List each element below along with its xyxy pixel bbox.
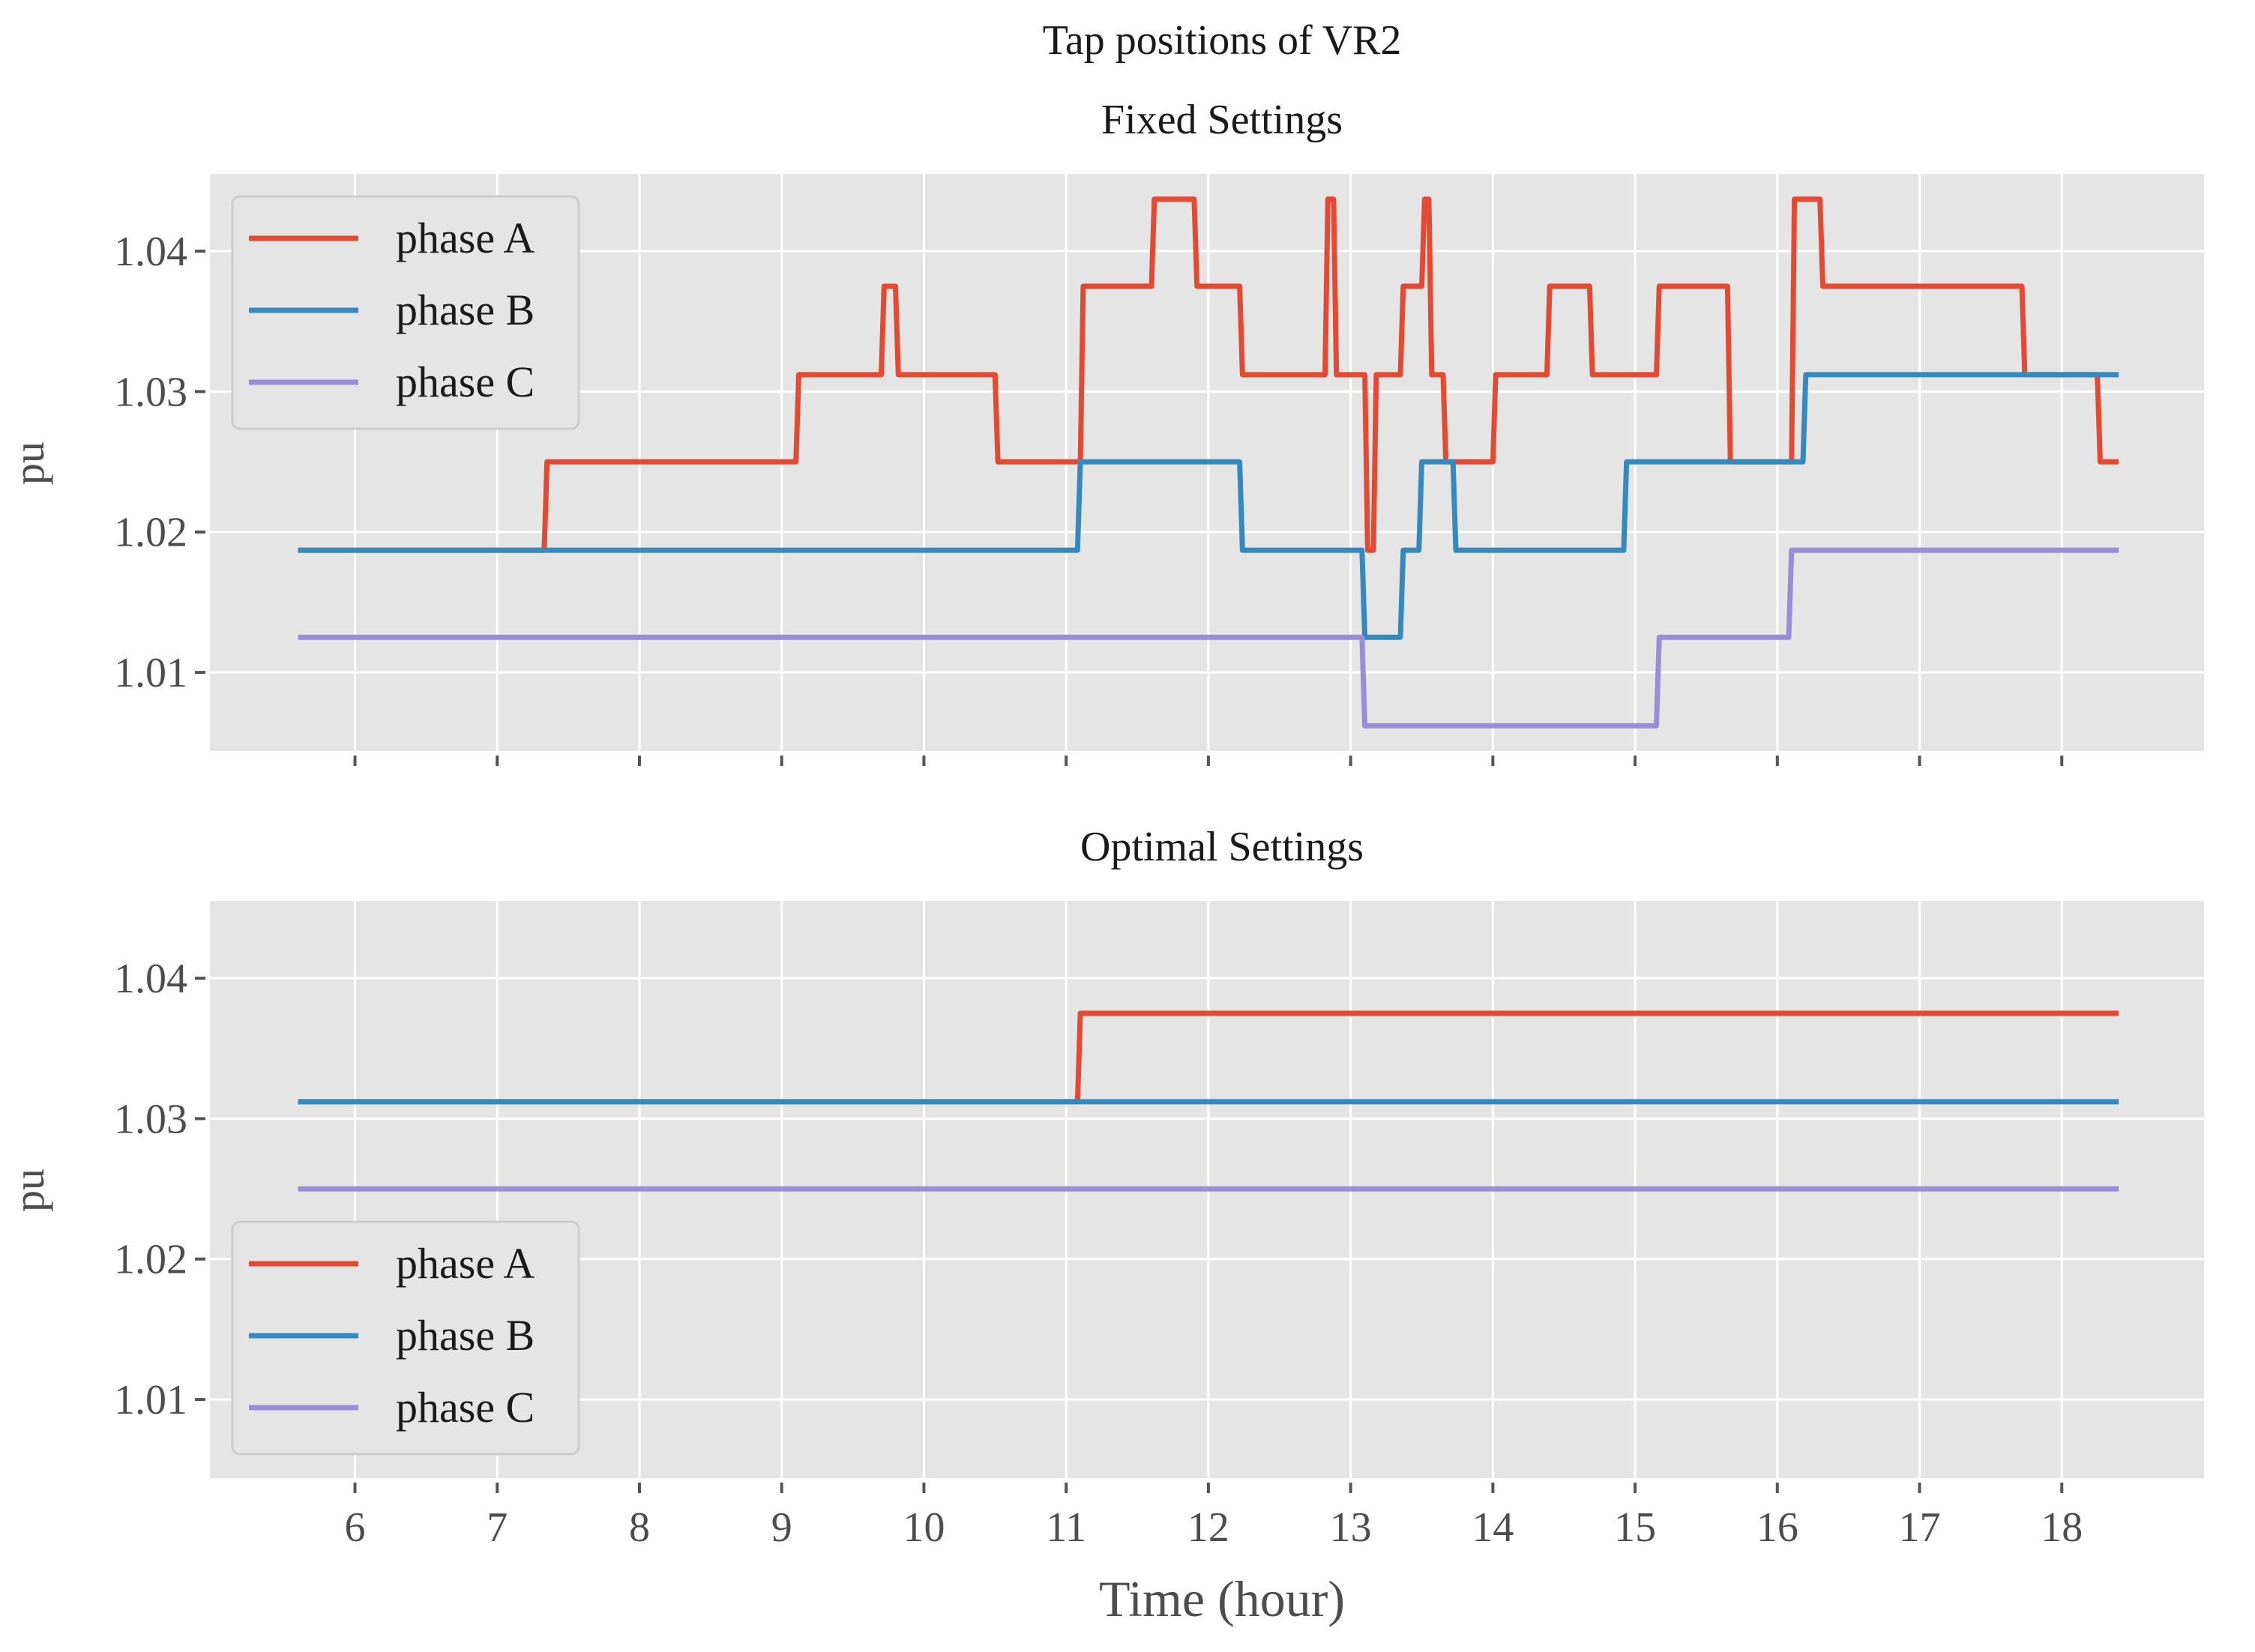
optimal-settings-panel: Optimal Settings pu 6 7 8 9 10 11 12 13 14 15 16 17… — [4, 824, 2204, 1551]
y-axis-label: pu — [4, 1169, 53, 1212]
x-axis-label: Time (hour) — [1099, 1570, 1345, 1627]
x-tick-label: 16 — [1756, 1504, 1798, 1551]
legend-label: phase C — [396, 1383, 535, 1432]
legend-label: phase A — [396, 214, 535, 262]
legend-box — [231, 195, 580, 430]
x-tick-label: 8 — [629, 1504, 650, 1551]
y-tick-label: 1.01 — [114, 1377, 187, 1423]
x-tick-label: 12 — [1187, 1504, 1229, 1551]
legend-label: phase C — [396, 358, 535, 406]
legend-label: phase A — [396, 1239, 535, 1288]
series-line-phase-a — [298, 196, 2119, 553]
panel-title: Fixed Settings — [1101, 97, 1343, 143]
x-tick-label: 13 — [1330, 1504, 1372, 1551]
y-tick-label: 1.03 — [114, 1096, 187, 1142]
y-tick-label: 1.04 — [114, 956, 187, 1002]
x-tick-label: 10 — [903, 1504, 945, 1551]
x-tick-label: 7 — [487, 1504, 508, 1551]
x-tick-label: 14 — [1472, 1504, 1514, 1551]
x-tick-label: 17 — [1899, 1504, 1941, 1551]
y-tick-label: 1.02 — [114, 1237, 187, 1283]
panel-title: Optimal Settings — [1080, 824, 1364, 870]
fixed-settings-panel: Fixed Settings pu 1.01 1.02 1.03 1.04 phase … — [4, 97, 2204, 766]
x-tick-label: 11 — [1046, 1504, 1086, 1551]
figure-title: Tap positions of VR2 — [1043, 17, 1402, 64]
y-tick-label: 1.03 — [114, 369, 187, 415]
y-tick-label: 1.01 — [114, 650, 187, 696]
x-tick-label: 15 — [1614, 1504, 1656, 1551]
legend-label: phase B — [396, 286, 535, 334]
y-tick-label: 1.04 — [114, 229, 187, 275]
legend-label: phase B — [396, 1311, 535, 1360]
y-axis-label: pu — [4, 441, 53, 485]
x-tick-label: 9 — [771, 1504, 792, 1551]
series-line-phase-b — [298, 372, 2119, 640]
x-tick-label: 6 — [345, 1504, 366, 1551]
legend-box — [231, 1220, 580, 1456]
series-line-phase-c — [298, 547, 2119, 729]
x-tick-label: 18 — [2041, 1504, 2083, 1551]
y-tick-label: 1.02 — [114, 510, 187, 556]
